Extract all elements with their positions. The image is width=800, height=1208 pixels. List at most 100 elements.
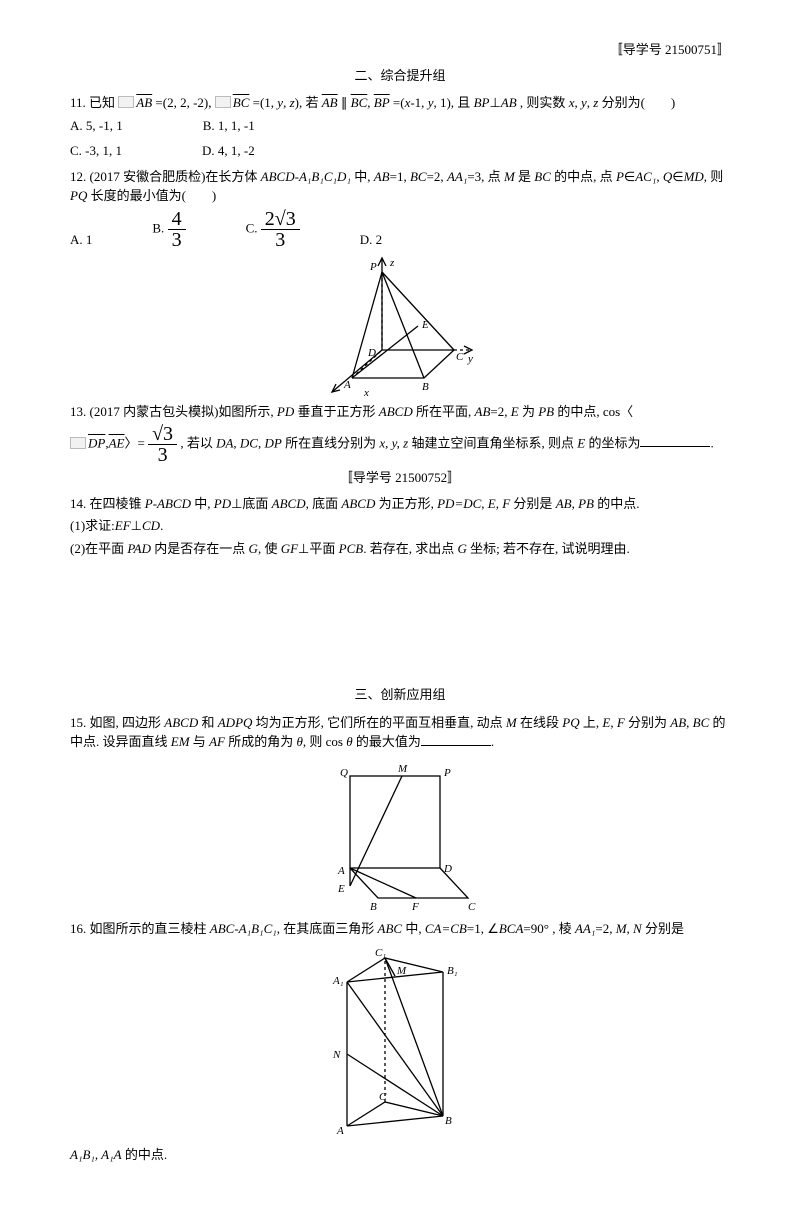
- svg-text:A: A: [343, 379, 351, 391]
- svg-text:y: y: [467, 353, 473, 365]
- q13-E2: E: [577, 435, 585, 450]
- q13-eq: =2,: [490, 404, 510, 419]
- q13-s6: , 若以: [180, 435, 216, 450]
- q12-bc: BC: [410, 169, 427, 184]
- fig16-svg: ABC A₁B₁C₁ MN: [325, 944, 475, 1139]
- svg-text:M: M: [396, 965, 407, 977]
- q11-p10: 分别为( ): [598, 95, 675, 110]
- q11-p6: =(: [393, 95, 405, 110]
- q12-ac1: AC₁: [635, 169, 656, 184]
- q12-choice-b: B. 43: [152, 209, 185, 250]
- q11-p2: =(2, 2, -2),: [155, 95, 211, 110]
- q16-aa1: AA₁: [575, 921, 595, 936]
- q13-dp: DP: [88, 435, 105, 450]
- q15-abcd: ABCD: [164, 715, 198, 730]
- q11-comma: ,: [367, 95, 370, 110]
- q14-a: 14. 在四棱锥: [70, 496, 145, 511]
- q14-gf: GF: [281, 541, 298, 556]
- q12-body: ABCD-A₁B₁C₁D₁: [261, 169, 351, 184]
- q15-g: 与: [190, 734, 210, 749]
- q14-part2: (2)在平面 PAD 内是否存在一点 G, 使 GF⊥平面 PCB. 若存在, …: [70, 539, 730, 559]
- q15-d: 上,: [580, 715, 603, 730]
- q14-perp: ⊥: [131, 518, 142, 533]
- q12-s3: 是: [515, 169, 535, 184]
- guide-number-1: 〚导学号 21500751〛: [70, 40, 730, 60]
- q11-p9: , 则实数: [520, 95, 569, 110]
- q12-md: MD: [684, 169, 704, 184]
- svg-text:P: P: [369, 261, 377, 273]
- svg-text:N: N: [332, 1049, 341, 1061]
- svg-text:P: P: [443, 767, 451, 779]
- svg-text:B: B: [370, 901, 377, 913]
- q13-stem-2: DP,AE〉= √33 , 若以 DA, DC, DP 所在直线分别为 x, y…: [70, 424, 730, 465]
- q12-c-den: 3: [261, 230, 300, 250]
- q14-p2e: . 若存在, 求出点: [363, 541, 457, 556]
- q11-choice-b: B. 1, 1, -1: [203, 116, 255, 136]
- svg-text:A₁: A₁: [332, 975, 344, 987]
- q13-pd: PD: [277, 404, 294, 419]
- svg-text:x: x: [363, 387, 369, 396]
- q12-P: P: [616, 169, 624, 184]
- q12-b-den: 3: [168, 230, 186, 250]
- svg-text:A: A: [336, 1125, 344, 1137]
- svg-text:D: D: [367, 347, 376, 359]
- svg-text:B: B: [422, 381, 429, 393]
- q11-p7: -1,: [410, 95, 427, 110]
- svg-text:A: A: [337, 865, 345, 877]
- q13-tail: .: [710, 435, 713, 450]
- q12-ab: AB: [374, 169, 390, 184]
- q15-em: EM: [171, 734, 190, 749]
- vec-box-icon: [215, 96, 231, 108]
- q14-p2b: 内是否存在一点: [151, 541, 249, 556]
- q16-eq1: CA=CB: [425, 921, 467, 936]
- q16-stem: 16. 如图所示的直三棱柱 ABC-A₁B₁C₁, 在其底面三角形 ABC 中,…: [70, 919, 730, 939]
- q13-den: 3: [148, 445, 177, 465]
- figure-13: ABC DPE xyz: [70, 256, 730, 396]
- q13-s3: 所在平面,: [413, 404, 475, 419]
- q15-i: , 则 cos: [303, 734, 346, 749]
- q13-pb: PB: [538, 404, 554, 419]
- q12-c-num: 2√3: [261, 209, 300, 230]
- q14-p1a: (1)求证:: [70, 518, 115, 533]
- q11-choice-d: D. 4, 1, -2: [202, 141, 255, 161]
- q14-p2a: (2)在平面: [70, 541, 127, 556]
- figure-16: ABC A₁B₁C₁ MN: [70, 944, 730, 1139]
- q11-choices-row1: A. 5, -1, 1 B. 1, 1, -1: [70, 116, 730, 136]
- q14-g: 分别是: [510, 496, 556, 511]
- q12-Q: Q: [663, 169, 672, 184]
- q13-dp2: DP: [264, 435, 281, 450]
- svg-text:E: E: [337, 883, 345, 895]
- q14-line1: 14. 在四棱锥 P-ABCD 中, PD⊥底面 ABCD, 底面 ABCD 为…: [70, 494, 730, 514]
- svg-text:C: C: [468, 901, 476, 913]
- q13-s7: 所在直线分别为: [282, 435, 380, 450]
- q16-tail: A₁B₁, A₁A 的中点.: [70, 1145, 730, 1165]
- svg-text:B₁: B₁: [447, 965, 458, 977]
- section-2-title: 二、综合提升组: [70, 66, 730, 86]
- q12-choice-d: D. 2: [360, 230, 382, 250]
- q13-frac: √33: [148, 424, 177, 465]
- q15-stem: 15. 如图, 四边形 ABCD 和 ADPQ 均为正方形, 它们所在的平面互相…: [70, 713, 730, 752]
- q15-and: 和: [198, 715, 218, 730]
- q16-eq1v: =1, ∠: [467, 921, 499, 936]
- svg-text:B: B: [445, 1115, 452, 1127]
- q14-d: , 底面: [306, 496, 342, 511]
- q14-c: ⊥底面: [231, 496, 272, 511]
- q11-bp2: BP: [474, 95, 490, 110]
- q14-abcd: ABCD: [272, 496, 306, 511]
- q13-xyz: x, y, z: [379, 435, 408, 450]
- q14-h: 的中点.: [594, 496, 640, 511]
- q12-M: M: [504, 169, 515, 184]
- q12-in2: ∈: [672, 169, 683, 184]
- q12-b-frac: 43: [168, 209, 186, 250]
- q11-choice-c: C. -3, 1, 1: [70, 141, 122, 161]
- q14-p1b: .: [160, 518, 163, 533]
- q14-G: G: [249, 541, 258, 556]
- q11-bp: BP: [374, 95, 390, 110]
- q12-in: ∈: [624, 169, 635, 184]
- q12-b-num: 4: [168, 209, 186, 230]
- svg-text:M: M: [397, 763, 408, 775]
- q15-M: M: [506, 715, 517, 730]
- q12-s5: , 则: [704, 169, 724, 184]
- svg-text:C₁: C₁: [375, 947, 386, 959]
- q11-ab3: AB: [501, 95, 517, 110]
